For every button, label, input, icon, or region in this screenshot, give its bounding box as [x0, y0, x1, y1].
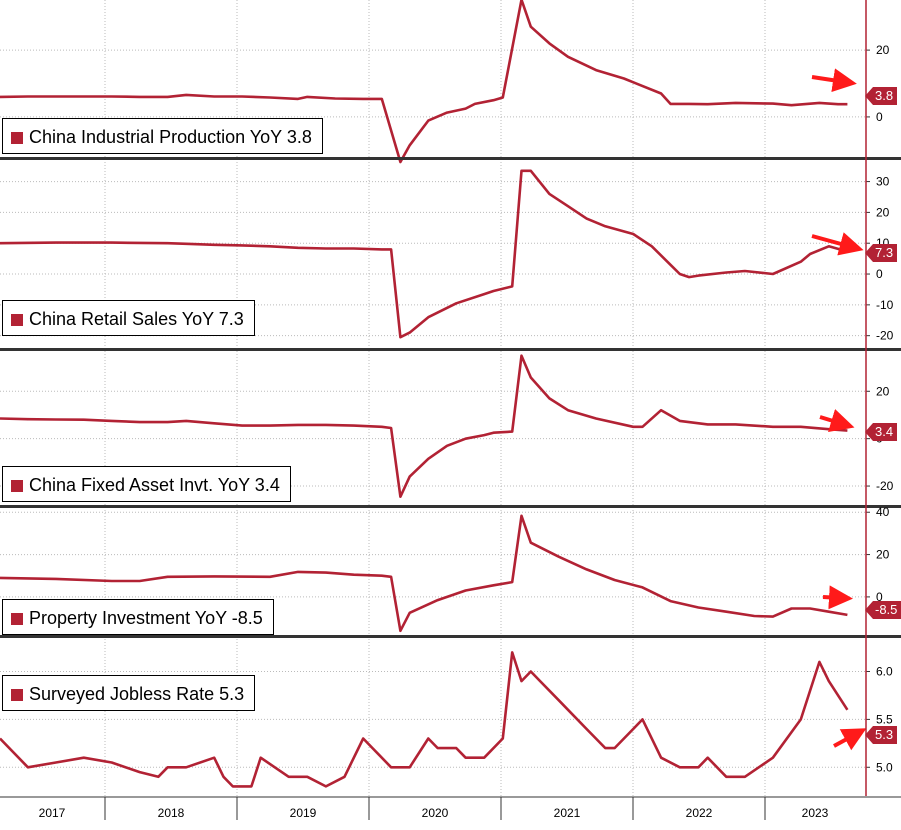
y-tick-label: 40: [876, 505, 890, 519]
x-tick-label: 2018: [158, 806, 185, 820]
legend-retail-sales: China Retail Sales YoY 7.3: [2, 300, 255, 336]
y-tick-label: 0: [876, 110, 883, 124]
series-line: [0, 0, 848, 164]
legend-text: Property Investment YoY -8.5: [29, 608, 263, 628]
y-tick-label: 0: [876, 267, 883, 281]
annotation-arrow: [811, 68, 857, 93]
y-tick-label: -10: [876, 298, 894, 312]
y-tick-label: 30: [876, 175, 890, 189]
series-line: [0, 354, 848, 498]
legend-text: China Fixed Asset Invt. YoY 3.4: [29, 475, 280, 495]
legend-jobless-rate: Surveyed Jobless Rate 5.3: [2, 675, 256, 711]
series-line: [0, 514, 848, 633]
y-tick-label: 6.0: [876, 665, 893, 679]
x-tick-label: 2023: [802, 806, 829, 820]
series-line: [0, 651, 849, 788]
x-tick-label: 2022: [686, 806, 713, 820]
panel-separator: [0, 157, 901, 160]
legend-swatch: [11, 132, 23, 144]
value-label-fixed-asset-invt: 3.4: [865, 423, 898, 441]
panel-separator: [0, 635, 901, 638]
y-tick-label: 5.0: [876, 760, 893, 774]
y-tick-label: 0: [876, 590, 883, 604]
legend-swatch: [11, 689, 23, 701]
y-tick-label: -20: [876, 479, 894, 493]
legend-text: China Retail Sales YoY 7.3: [29, 309, 244, 329]
panel-separator: [0, 505, 901, 508]
y-tick-label: 20: [876, 205, 890, 219]
legend-text: China Industrial Production YoY 3.8: [29, 127, 312, 147]
y-tick-label: 20: [876, 43, 890, 57]
legend-fixed-asset-invt: China Fixed Asset Invt. YoY 3.4: [2, 466, 291, 502]
annotation-arrow: [811, 232, 864, 256]
value-label-jobless-rate: 5.3: [865, 726, 898, 744]
legend-text: Surveyed Jobless Rate 5.3: [29, 684, 245, 704]
series-line: [0, 169, 848, 339]
value-label-retail-sales: 7.3: [865, 244, 898, 262]
legend-swatch: [11, 613, 23, 625]
y-tick-label: 5.5: [876, 712, 893, 726]
y-tick-label: 20: [876, 548, 890, 562]
x-tick-label: 2021: [554, 806, 581, 820]
x-tick-label: 2020: [422, 806, 449, 820]
legend-swatch: [11, 314, 23, 326]
value-label-industrial-production: 3.8: [865, 87, 898, 105]
annotation-arrow: [819, 409, 855, 432]
x-tick-label: 2019: [290, 806, 317, 820]
annotation-arrow: [833, 728, 867, 751]
legend-swatch: [11, 480, 23, 492]
y-tick-label: 20: [876, 384, 890, 398]
annotation-arrow: [822, 585, 853, 610]
y-tick-label: -20: [876, 329, 894, 343]
legend-industrial-production: China Industrial Production YoY 3.8: [2, 118, 323, 154]
x-tick-label: 2017: [39, 806, 66, 820]
value-label-property-investment: -8.5: [865, 601, 901, 619]
legend-property-investment: Property Investment YoY -8.5: [2, 599, 274, 635]
panel-separator: [0, 348, 901, 351]
